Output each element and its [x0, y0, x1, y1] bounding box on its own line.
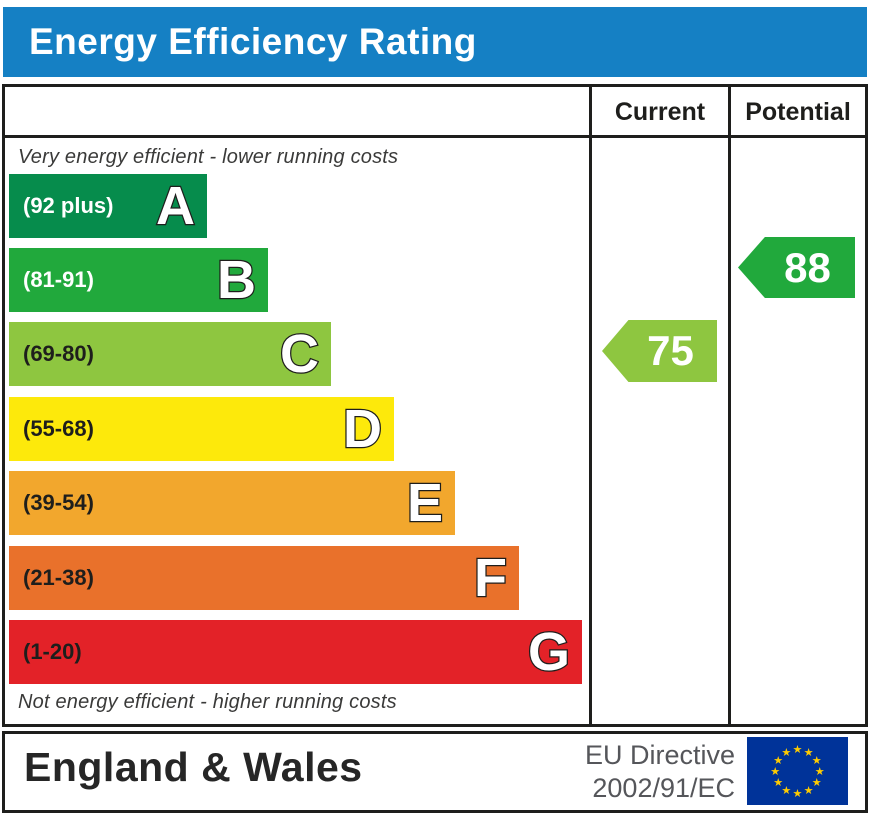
band-letter: E [406, 473, 445, 534]
band-range-label: (55-68) [23, 416, 94, 441]
eu-flag-icon: ★ ★ ★ ★ ★ ★ ★ ★ ★ ★ ★ ★ [747, 737, 848, 805]
potential-rating-arrow: 88 [738, 237, 855, 298]
svg-text:★: ★ [815, 765, 825, 778]
potential-column-divider [728, 84, 731, 727]
band-range-label: (81-91) [23, 267, 94, 292]
column-header-current: Current [614, 97, 706, 126]
potential-rating-value: 88 [784, 243, 831, 291]
eu-directive-line2: 2002/91/EC [592, 773, 735, 803]
svg-text:★: ★ [804, 746, 814, 759]
header-divider [2, 135, 868, 138]
svg-text:★: ★ [770, 765, 780, 778]
band-letter: D [342, 399, 384, 460]
band-row-b: (81-91) B [9, 248, 268, 312]
band-letter: B [216, 250, 258, 311]
column-header-potential: Potential [745, 97, 851, 126]
svg-text:★: ★ [793, 787, 803, 800]
bottom-note: Not energy efficient - higher running co… [18, 691, 397, 713]
band-row-a: (92 plus) A [9, 174, 207, 238]
top-note: Very energy efficient - lower running co… [18, 146, 399, 168]
band-row-f: (21-38) F [9, 546, 519, 610]
footer [2, 731, 868, 813]
svg-text:★: ★ [812, 754, 822, 767]
svg-text:★: ★ [773, 754, 783, 767]
band-range-label: (69-80) [23, 341, 94, 366]
band-row-e: (39-54) E [9, 471, 455, 535]
svg-text:★: ★ [773, 776, 783, 789]
band-range-label: (39-54) [23, 490, 94, 515]
svg-text:★: ★ [812, 776, 822, 789]
title-bar: Energy Efficiency Rating [3, 7, 867, 77]
band-letter: G [527, 622, 572, 683]
page-title: Energy Efficiency Rating [29, 21, 477, 62]
band-row-c: (69-80) C [9, 322, 331, 386]
current-rating-value: 75 [647, 327, 694, 374]
band-row-d: (55-68) D [9, 397, 394, 461]
band-range-label: (1-20) [23, 639, 82, 664]
band-letter: F [473, 548, 509, 609]
band-letter: A [155, 176, 197, 237]
svg-text:★: ★ [781, 784, 791, 797]
current-column-divider [589, 84, 592, 727]
current-rating-arrow: 75 [602, 320, 717, 382]
eu-directive-line1: EU Directive [584, 740, 735, 770]
band-range-label: (21-38) [23, 565, 94, 590]
region-label: England & Wales [24, 744, 363, 790]
band-range-label: (92 plus) [23, 193, 114, 218]
svg-text:★: ★ [793, 743, 803, 756]
eu-directive-label: EU Directive 2002/91/EC [450, 739, 735, 805]
svg-text:★: ★ [781, 746, 791, 759]
band-row-g: (1-20) G [9, 620, 582, 684]
svg-text:★: ★ [804, 784, 814, 797]
band-letter: C [279, 324, 321, 385]
